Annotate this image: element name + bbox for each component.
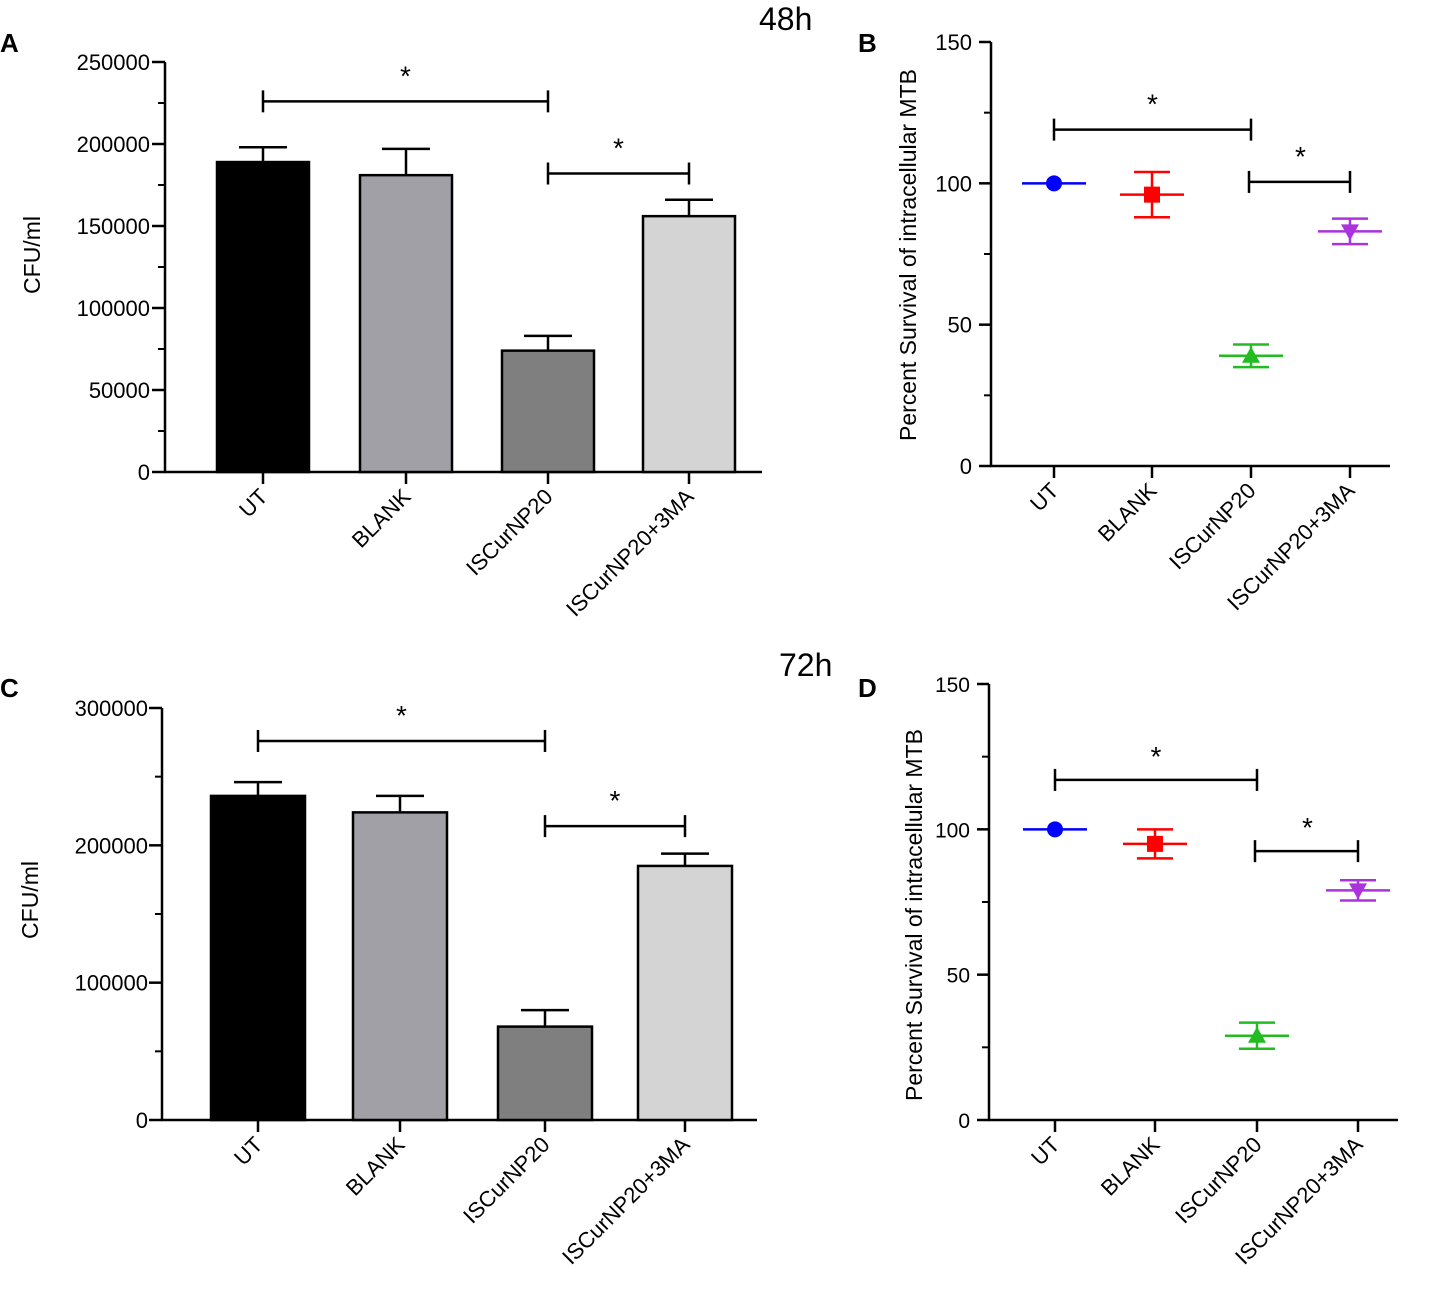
time-label-48h: 48h bbox=[759, 1, 812, 37]
panel-b-xtick-label-2: ISCurNP20 bbox=[1164, 478, 1260, 574]
panel-a-bar-3 bbox=[641, 214, 737, 474]
panel-c-ylabel: CFU/ml bbox=[17, 861, 43, 939]
panel-c-bar-1 bbox=[351, 811, 449, 1122]
panel-d-ytick-label-3: 150 bbox=[935, 674, 970, 697]
panel-d-point-0 bbox=[1047, 821, 1063, 838]
panel-d-point-1 bbox=[1147, 835, 1163, 852]
panel-a-bar-2 bbox=[500, 349, 596, 474]
panel-c-bar-chart: 0 100000 200000 300000 CFU/ml UT BLANK ISCurNP2… bbox=[17, 696, 757, 1269]
panel-d-xtick-label-0: UT bbox=[1026, 1132, 1064, 1170]
panel-a-ytick-label-3: 150000 bbox=[77, 214, 150, 239]
panel-d-xtick-label-2: ISCurNP20 bbox=[1170, 1132, 1266, 1228]
panel-d-point-3 bbox=[1349, 883, 1367, 900]
panel-a-ylabel: CFU/ml bbox=[19, 216, 45, 294]
panel-letter-d: D bbox=[858, 673, 877, 703]
panel-b-scatter-chart: 0 50 100 150 Percent Survival of intracellul… bbox=[895, 30, 1390, 615]
time-label-72h: 72h bbox=[779, 647, 832, 683]
panel-a-sig-star-1: * bbox=[613, 133, 624, 164]
panel-c-sig-star-0: * bbox=[396, 700, 407, 731]
panel-c-xtick-label-0: UT bbox=[229, 1132, 267, 1170]
panel-c-bar-0 bbox=[209, 794, 307, 1122]
panel-d-sig-star-1: * bbox=[1302, 812, 1313, 843]
panel-b-sig-star-0: * bbox=[1147, 89, 1158, 120]
panel-b-ylabel: Percent Survival of intracellular MTB bbox=[895, 69, 921, 441]
panel-c-xtick-label-1: BLANK bbox=[341, 1132, 410, 1201]
panel-d-ytick-label-1: 50 bbox=[947, 965, 970, 988]
panel-d-ytick-label-0: 0 bbox=[958, 1110, 970, 1133]
panel-b-ytick-label-3: 150 bbox=[935, 30, 972, 55]
panel-d-xtick-label-1: BLANK bbox=[1096, 1132, 1165, 1201]
panel-d-ytick-label-2: 100 bbox=[935, 819, 970, 842]
panel-c-bar-3 bbox=[636, 864, 734, 1122]
panel-a-bar-0 bbox=[215, 160, 311, 474]
panel-b-xtick-label-1: BLANK bbox=[1093, 478, 1162, 547]
panel-a-bar-chart: 0 50000 100000 150000 200000 250000 CFU/ml UT BL… bbox=[19, 50, 762, 621]
panel-c-ytick-label-3: 300000 bbox=[75, 696, 148, 721]
panel-a-xtick-label-1: BLANK bbox=[347, 484, 416, 553]
panel-d-sig-star-0: * bbox=[1151, 741, 1162, 772]
panel-a-xtick-label-0: UT bbox=[234, 484, 272, 522]
panel-b-ytick-label-0: 0 bbox=[960, 454, 972, 479]
panel-a-ytick-label-0: 0 bbox=[138, 460, 150, 485]
panel-c-ytick-label-2: 200000 bbox=[75, 833, 148, 858]
panel-c-xtick-label-2: ISCurNP20 bbox=[458, 1132, 554, 1228]
panel-a-sig-star-0: * bbox=[400, 60, 411, 91]
panel-a-ytick-label-5: 250000 bbox=[77, 50, 150, 75]
panel-b-point-0 bbox=[1046, 175, 1062, 192]
panel-d-scatter-chart: 0 50 100 150 Percent Survival of intracellul… bbox=[901, 674, 1398, 1269]
panel-a-ytick-label-2: 100000 bbox=[77, 296, 150, 321]
panel-c-xtick-label-3: ISCurNP20+3MA bbox=[557, 1132, 695, 1270]
panel-a-bar-1 bbox=[358, 173, 454, 474]
panel-letter-a: A bbox=[0, 28, 19, 58]
panel-b-ytick-label-1: 50 bbox=[948, 313, 972, 338]
panel-c-sig-star-1: * bbox=[610, 785, 621, 816]
panel-b-sig-star-1: * bbox=[1295, 141, 1306, 172]
panel-b-point-1 bbox=[1144, 186, 1160, 203]
panel-a-ytick-label-1: 50000 bbox=[89, 378, 150, 403]
panel-letter-c: C bbox=[0, 673, 19, 703]
panel-a-xtick-label-3: ISCurNP20+3MA bbox=[561, 484, 699, 622]
panel-a-xtick-label-2: ISCurNP20 bbox=[461, 484, 557, 580]
panel-c-ytick-label-1: 100000 bbox=[75, 971, 148, 996]
panel-b-point-3 bbox=[1341, 224, 1359, 241]
panel-b-point-2 bbox=[1242, 346, 1260, 363]
panel-d-point-2 bbox=[1248, 1026, 1266, 1043]
panel-b-xtick-label-0: UT bbox=[1025, 478, 1063, 516]
panel-c-bar-2 bbox=[496, 1025, 594, 1122]
panel-d-ylabel: Percent Survival of intracellular MTB bbox=[901, 729, 927, 1101]
panel-letter-b: B bbox=[858, 28, 877, 58]
panel-c-ytick-label-0: 0 bbox=[136, 1108, 148, 1133]
panel-a-ytick-label-4: 200000 bbox=[77, 132, 150, 157]
panel-b-ytick-label-2: 100 bbox=[935, 171, 972, 196]
